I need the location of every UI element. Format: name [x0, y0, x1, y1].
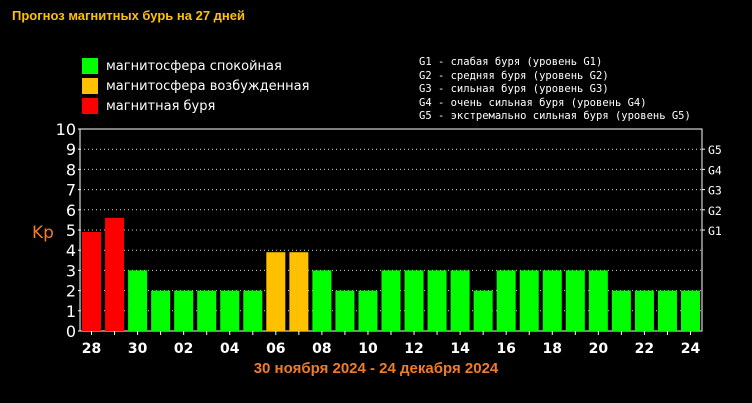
- y-tick-label: 6: [66, 201, 76, 220]
- kp-bar: [680, 290, 700, 331]
- kp-bar: [657, 290, 677, 331]
- x-tick-label: 28: [82, 341, 101, 357]
- y-tick-label: 7: [66, 181, 76, 200]
- kp-bar: [82, 232, 102, 331]
- x-tick-label: 02: [174, 341, 193, 357]
- kp-bar: [312, 270, 332, 331]
- color-legend: магнитосфера спокойная магнитосфера возб…: [82, 56, 309, 116]
- storm-level-legend: G1 - слабая буря (уровень G1) G2 - средн…: [419, 56, 691, 124]
- date-range-text: 30 ноября 2024 - 24 декабря 2024: [253, 360, 499, 377]
- kp-bar: [197, 290, 217, 331]
- y-tick-label: 4: [66, 241, 76, 260]
- storm-level-g4: G4 - очень сильная буря (уровень G4): [419, 96, 647, 109]
- x-tick-label: 18: [543, 341, 562, 357]
- y-tick-label: 1: [66, 302, 76, 321]
- kp-bar: [335, 290, 355, 331]
- legend-item-excited: магнитосфера возбужденная: [82, 76, 309, 96]
- kp-bar: [634, 290, 654, 331]
- legend-item-quiet: магнитосфера спокойная: [82, 56, 309, 76]
- x-tick-label: 16: [496, 341, 515, 357]
- kp-bar: [565, 270, 585, 331]
- legend-label-quiet: магнитосфера спокойная: [106, 58, 282, 74]
- kp-bar: [266, 252, 286, 331]
- x-tick-label: 14: [450, 341, 470, 357]
- right-axis-label: G1: [708, 224, 722, 238]
- x-tick-label: 04: [220, 341, 240, 357]
- legend-swatch-excited: [82, 78, 98, 94]
- kp-bar: [220, 290, 240, 331]
- legend-item-storm: магнитная буря: [82, 96, 309, 116]
- kp-bar: [151, 290, 171, 331]
- x-tick-label: 12: [404, 341, 423, 357]
- y-axis-label: Kp: [32, 223, 54, 243]
- x-tick-label: 24: [681, 341, 701, 357]
- legend-label-excited: магнитосфера возбужденная: [106, 78, 310, 94]
- storm-level-g1: G1 - слабая буря (уровень G1): [419, 56, 603, 68]
- kp-bar: [381, 270, 401, 331]
- x-tick-label: 06: [266, 341, 285, 357]
- date-range: 30 ноября 2024 - 24 декабря 2024: [0, 360, 752, 377]
- x-tick-label: 08: [312, 341, 331, 357]
- kp-bar: [611, 290, 631, 331]
- kp-bar: [404, 270, 424, 331]
- y-tick-label: 5: [66, 221, 76, 240]
- kp-bar: [542, 270, 562, 331]
- storm-level-g3: G3 - сильная буря (уровень G3): [419, 83, 609, 95]
- y-tick-label: 0: [66, 322, 76, 341]
- legend-label-storm: магнитная буря: [106, 98, 216, 114]
- right-axis-label: G3: [708, 184, 722, 198]
- page-title: Прогноз магнитных бурь на 27 дней: [12, 8, 245, 23]
- x-tick-label: 22: [635, 341, 654, 357]
- legend-swatch-quiet: [82, 58, 98, 74]
- y-tick-label: 3: [66, 261, 76, 280]
- y-tick-label: 10: [56, 120, 76, 139]
- kp-bar: [243, 290, 263, 331]
- legend-swatch-storm: [82, 98, 98, 114]
- x-tick-label: 20: [589, 341, 609, 357]
- kp-bar: [358, 290, 378, 331]
- y-tick-label: 8: [66, 160, 76, 179]
- storm-level-g2: G2 - средняя буря (уровень G2): [419, 69, 609, 82]
- x-tick-label: 10: [358, 341, 378, 357]
- right-axis-label: G2: [708, 204, 722, 218]
- y-tick-label: 9: [66, 140, 76, 159]
- kp-bar: [588, 270, 608, 331]
- right-axis-label: G4: [708, 163, 722, 177]
- y-tick-label: 2: [66, 282, 76, 301]
- kp-bar: [174, 290, 194, 331]
- kp-bar: [450, 270, 470, 331]
- kp-bar: [496, 270, 516, 331]
- kp-bar: [128, 270, 148, 331]
- storm-level-g5: G5 - экстремально сильная буря (уровень …: [419, 110, 691, 122]
- right-axis-label: G5: [708, 143, 722, 157]
- kp-bar: [105, 217, 125, 331]
- kp-bar: [289, 252, 309, 331]
- kp-bar: [473, 290, 493, 331]
- x-tick-label: 30: [128, 341, 148, 357]
- kp-bar: [427, 270, 447, 331]
- kp-bar: [519, 270, 539, 331]
